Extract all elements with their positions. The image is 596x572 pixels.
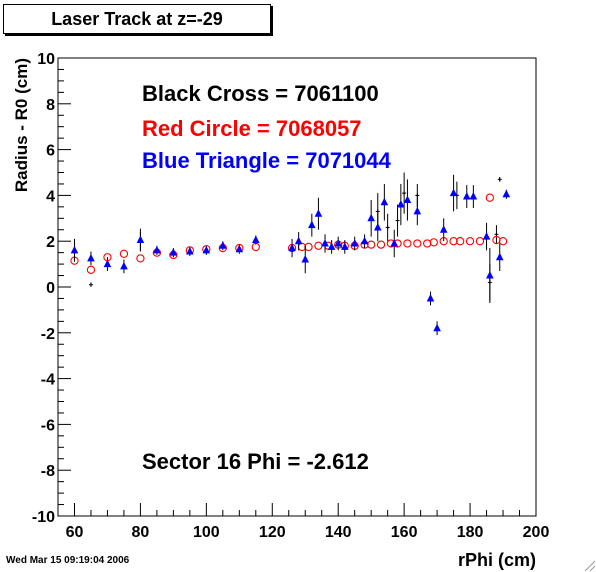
blue-triangle-point xyxy=(70,245,79,254)
y-tick-label: 10 xyxy=(37,51,55,68)
blue-triangle-point xyxy=(449,188,458,197)
chart-title: Laser Track at z=-29 xyxy=(51,9,223,29)
red-circle-point xyxy=(367,240,376,249)
y-tick-label: -8 xyxy=(41,463,55,480)
annotation-red: Red Circle = 7068057 xyxy=(142,116,362,141)
red-circle-point xyxy=(498,237,508,246)
blue-triangle-point xyxy=(482,232,491,240)
x-tick-label: 140 xyxy=(325,524,352,541)
blue-triangle-point xyxy=(360,236,369,245)
blue-triangle-point xyxy=(462,192,471,200)
red-circle-point xyxy=(429,238,438,247)
y-tick-label: -6 xyxy=(41,417,55,434)
black-cross-point xyxy=(494,232,499,237)
y-tick-label: 2 xyxy=(46,234,55,251)
blue-triangle-point xyxy=(403,195,412,203)
blue-triangle-point xyxy=(136,235,145,244)
red-circle-point xyxy=(465,237,475,246)
blue-triangle-point xyxy=(301,255,310,263)
blue-triangle-point xyxy=(321,238,329,247)
blue-triangle-point xyxy=(202,245,211,254)
blue-triangle-point xyxy=(153,245,161,254)
blue-triangle-point xyxy=(426,293,435,302)
x-axis-label: rPhi (cm) xyxy=(458,550,536,570)
red-circle-point xyxy=(86,265,96,274)
x-tick-label: 80 xyxy=(132,524,150,541)
blue-triangle-point xyxy=(380,197,389,206)
red-circle-point xyxy=(314,241,323,250)
annotation-sector: Sector 16 Phi = -2.612 xyxy=(142,449,369,474)
red-circle-point xyxy=(119,249,129,258)
blue-triangle-point xyxy=(251,235,260,244)
black-cross-point xyxy=(88,282,93,287)
blue-triangle-point xyxy=(367,213,375,222)
y-axis-label: Radius - R0 (cm) xyxy=(12,58,31,192)
blue-triangle-point xyxy=(327,242,336,250)
x-tick-label: 120 xyxy=(259,524,286,541)
data-marks xyxy=(70,172,511,336)
blue-triangle-point xyxy=(495,252,504,261)
title-box: Laser Track at z=-29 xyxy=(3,4,271,34)
x-tick-label: 60 xyxy=(66,524,84,541)
blue-triangle-point xyxy=(120,261,128,270)
red-circle-point xyxy=(136,254,145,263)
blue-triangle-point xyxy=(341,242,349,250)
red-circle-point xyxy=(376,240,386,249)
axes: 60 80 100 120 140 160 180 200 -10 -8 -6 -4 -2 0 2 4 6 8 10 xyxy=(32,51,550,541)
annotation-blue: Blue Triangle = 7071044 xyxy=(142,148,392,173)
blue-triangle-point xyxy=(308,220,316,229)
black-cross-point xyxy=(375,209,380,214)
blue-triangle-point xyxy=(235,244,244,253)
red-circle-point xyxy=(403,239,412,248)
red-circle-point xyxy=(449,237,458,246)
red-circle-point xyxy=(423,239,432,248)
red-circle-point xyxy=(413,239,422,248)
blue-triangle-point xyxy=(469,192,478,200)
blue-triangle-point xyxy=(169,248,178,256)
x-tick-label: 200 xyxy=(523,524,550,541)
y-tick-label: 8 xyxy=(46,97,55,114)
blue-triangle-point xyxy=(314,209,323,217)
y-tick-label: -10 xyxy=(32,509,55,526)
annotation-black: Black Cross = 7061100 xyxy=(142,81,379,106)
timestamp: Wed Mar 15 09:19:04 2006 xyxy=(6,555,130,566)
red-circle-point xyxy=(456,237,465,246)
red-circle-point xyxy=(475,237,485,246)
blue-triangle-point xyxy=(390,238,399,247)
black-cross-point xyxy=(385,225,390,230)
blue-triangle-point xyxy=(87,253,95,262)
y-tick-label: 6 xyxy=(46,143,55,160)
black-cross-point xyxy=(402,191,407,196)
x-tick-label: 100 xyxy=(193,524,220,541)
blue-triangle-point xyxy=(186,247,194,255)
blue-triangle-point xyxy=(288,243,296,252)
black-cross-point xyxy=(395,218,400,223)
blue-triangle-point xyxy=(334,238,343,247)
black-cross-point xyxy=(415,193,420,198)
blue-triangle-point xyxy=(502,189,511,198)
black-cross-point xyxy=(497,177,502,182)
blue-triangle-point xyxy=(413,206,422,215)
resize-grip-icon[interactable] xyxy=(584,560,596,572)
blue-triangle-point xyxy=(350,238,359,247)
y-tick-label: 4 xyxy=(46,188,55,205)
blue-triangle-point xyxy=(397,200,405,208)
y-tick-label: -4 xyxy=(41,372,55,389)
red-circle-point xyxy=(485,193,494,202)
x-tick-label: 180 xyxy=(457,524,484,541)
blue-triangle-point xyxy=(103,259,112,268)
blue-triangle-point xyxy=(219,241,227,249)
blue-triangle-point xyxy=(439,225,448,233)
y-tick-label: 0 xyxy=(46,280,55,297)
x-tick-label: 160 xyxy=(391,524,418,541)
blue-triangle-point xyxy=(486,271,494,279)
blue-triangle-point xyxy=(373,222,382,231)
y-tick-label: -2 xyxy=(41,326,55,343)
blue-triangle-point xyxy=(294,236,303,245)
blue-triangle-point xyxy=(433,323,441,332)
